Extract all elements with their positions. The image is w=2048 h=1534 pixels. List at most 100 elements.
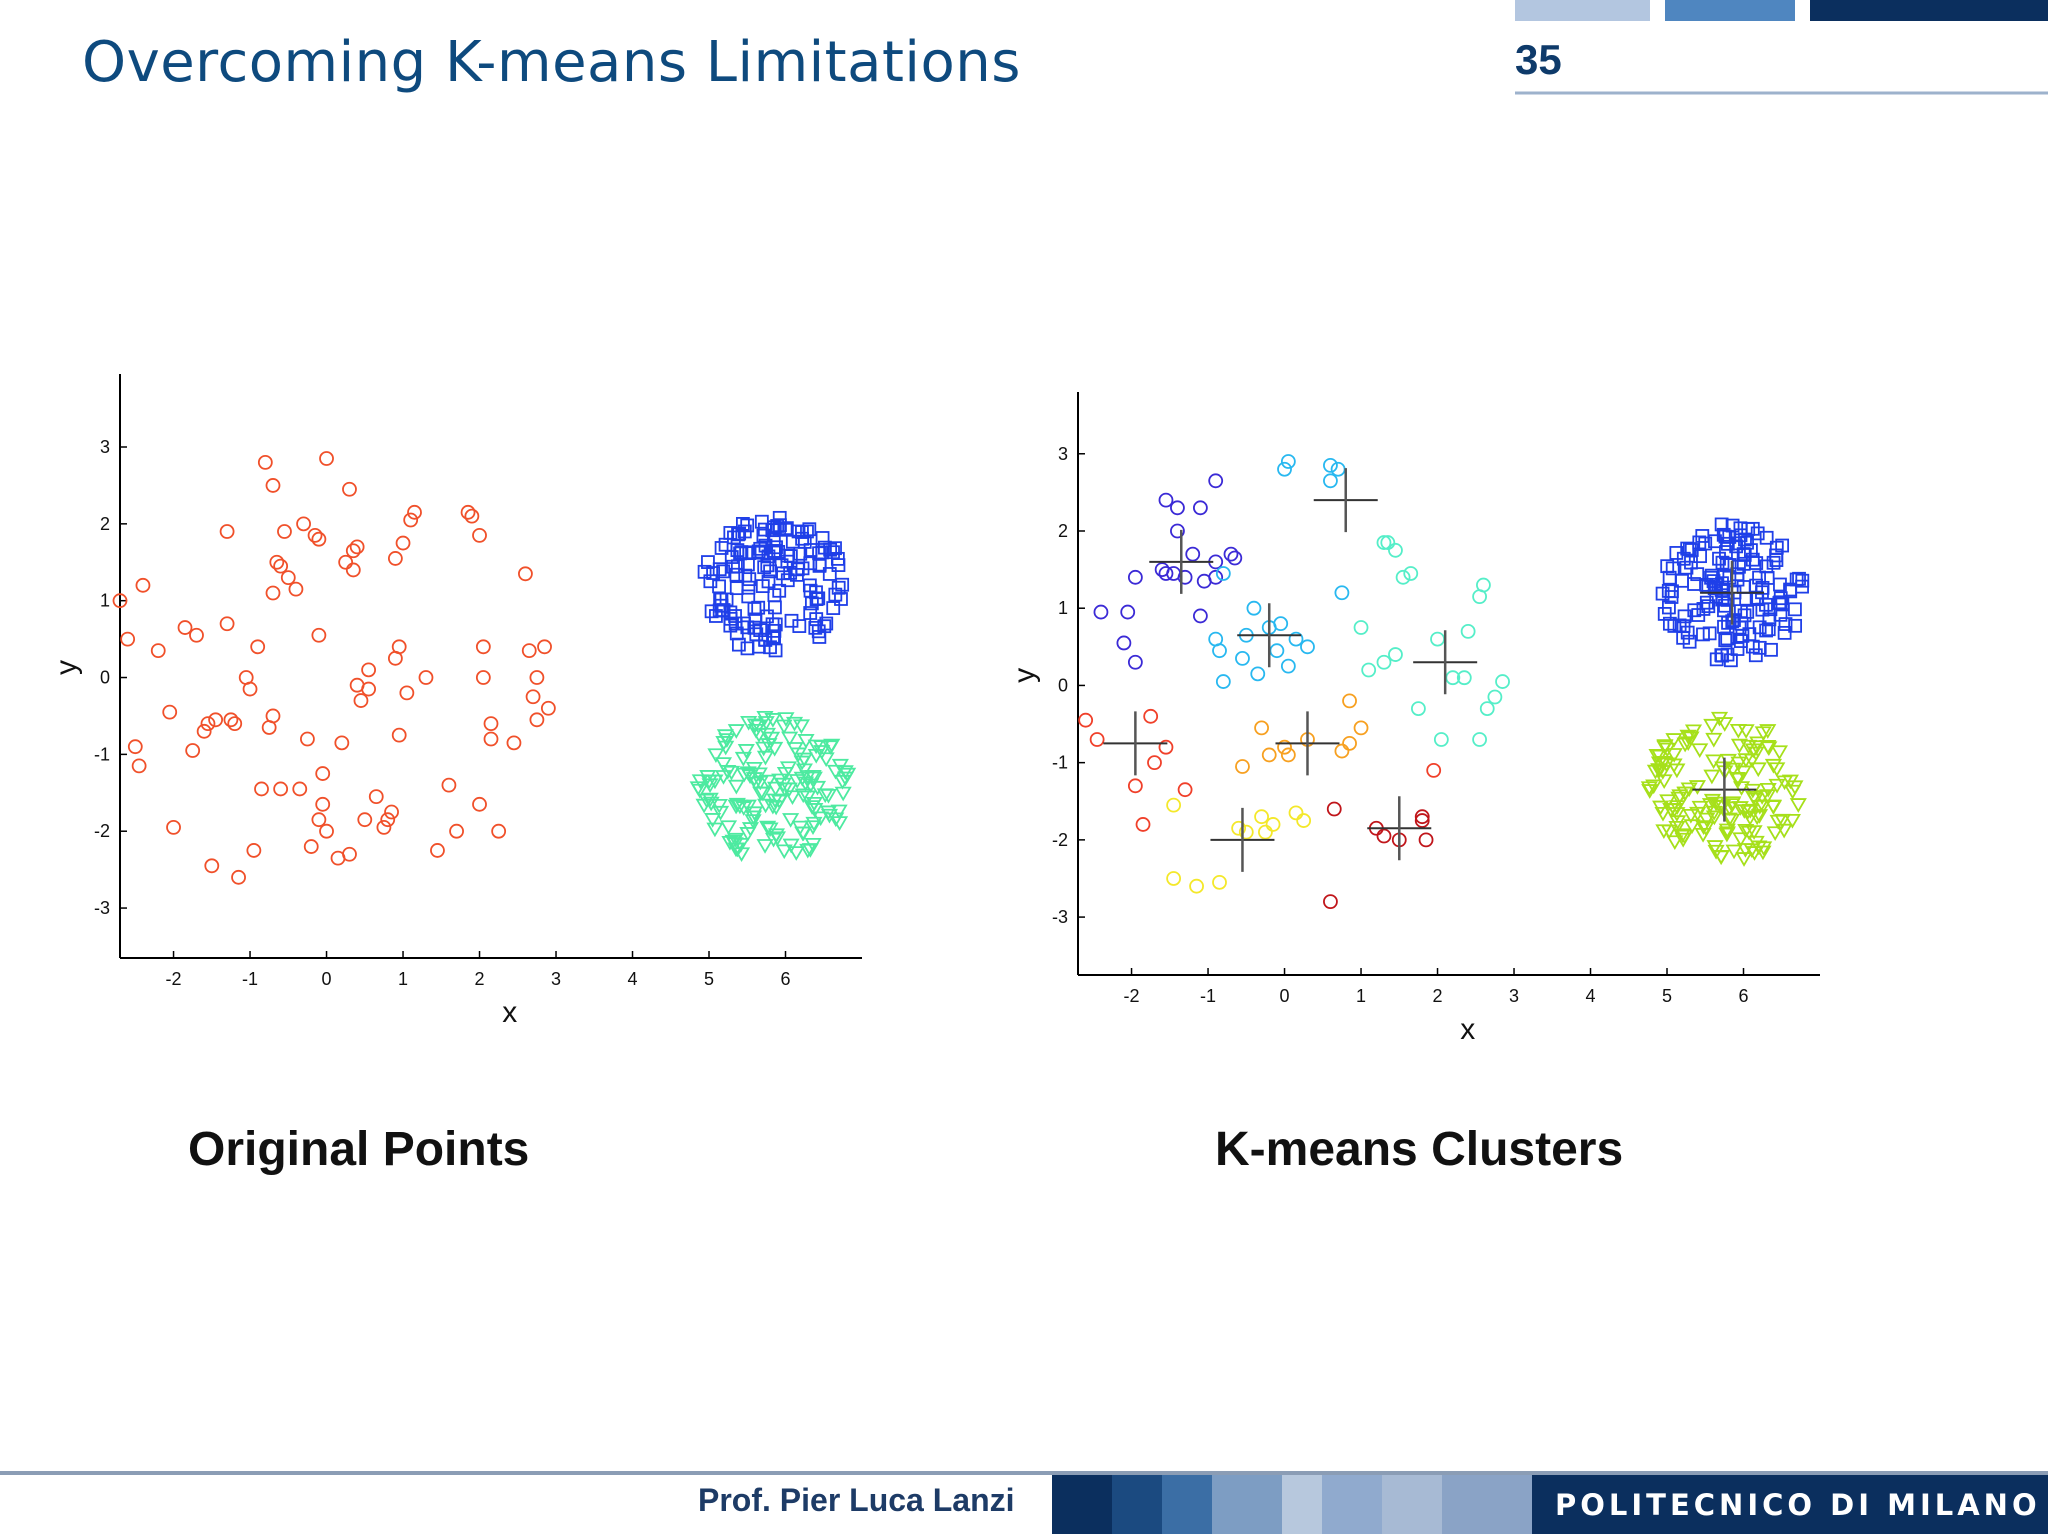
- data-point: [802, 778, 820, 794]
- data-point: [250, 639, 266, 655]
- data-point: [1135, 817, 1151, 832]
- data-point: [1759, 724, 1777, 739]
- data-point: [1746, 792, 1764, 808]
- data-point: [265, 585, 281, 601]
- data-point: [269, 554, 285, 570]
- data-point: [691, 774, 709, 790]
- data-point: [1760, 571, 1775, 585]
- data-point: [731, 527, 745, 542]
- data-point: [780, 548, 795, 563]
- data-point: [1116, 635, 1132, 651]
- data-point: [758, 727, 776, 743]
- data-point: [733, 847, 751, 863]
- y-tick-label: -1: [1052, 753, 1068, 773]
- x-tick-label: 3: [551, 969, 561, 989]
- data-point: [1733, 521, 1748, 536]
- data-point: [757, 798, 775, 814]
- x-tick-label: 1: [398, 969, 408, 989]
- data-point: [1414, 809, 1430, 825]
- data-point: [1665, 561, 1680, 576]
- data-point: [1250, 666, 1266, 682]
- data-point: [1751, 799, 1769, 815]
- data-point: [805, 796, 823, 812]
- data-point: [1296, 813, 1312, 828]
- data-point: [1690, 567, 1705, 582]
- data-point: [449, 823, 464, 839]
- x-tick-label: 5: [1662, 986, 1672, 1006]
- data-point: [1650, 756, 1669, 772]
- centroids: [1103, 468, 1765, 872]
- data-point: [819, 805, 838, 821]
- data-point: [774, 777, 792, 793]
- data-point: [1261, 747, 1277, 763]
- x-tick-label: 6: [1738, 986, 1748, 1006]
- data-point: [756, 528, 771, 543]
- data-point: [311, 627, 327, 643]
- data-point: [1702, 626, 1717, 641]
- data-point: [319, 451, 334, 466]
- data-point: [1770, 745, 1789, 761]
- data-point: [1734, 765, 1752, 781]
- data-point: [1735, 852, 1753, 867]
- data-point: [1723, 813, 1741, 829]
- data-point: [826, 545, 840, 560]
- data-point: [817, 752, 835, 768]
- data-point: [1712, 850, 1730, 865]
- data-point: [334, 735, 350, 751]
- data-point: [162, 704, 178, 720]
- x-tick-label: 6: [780, 969, 790, 989]
- data-point: [1353, 620, 1369, 635]
- data-point: [177, 620, 193, 635]
- data-point: [1472, 732, 1487, 747]
- data-point: [747, 776, 765, 792]
- data-point: [729, 626, 744, 641]
- data-point: [403, 512, 419, 528]
- data-point: [718, 733, 736, 748]
- data-point: [1640, 781, 1658, 797]
- data-point: [815, 531, 830, 545]
- data-point: [1745, 552, 1760, 567]
- data-point: [817, 619, 832, 634]
- data-point: [540, 700, 556, 716]
- data-point: [739, 766, 757, 782]
- data-point: [1748, 648, 1763, 663]
- data-point: [1752, 570, 1766, 585]
- data-point: [1170, 523, 1185, 539]
- data-point: [361, 662, 377, 678]
- data-point: [1212, 643, 1227, 659]
- y-tick-label: 1: [1058, 598, 1068, 618]
- data-point: [1288, 805, 1304, 821]
- data-point: [1764, 799, 1782, 815]
- data-point: [1730, 756, 1748, 772]
- data-point: [795, 763, 813, 779]
- data-point: [812, 630, 827, 644]
- data-point: [1740, 535, 1754, 550]
- data-point: [1759, 530, 1774, 545]
- data-point: [727, 779, 745, 795]
- data-point: [714, 757, 733, 772]
- data-point: [1668, 763, 1686, 779]
- data-point: [1749, 556, 1764, 570]
- data-point: [719, 820, 738, 836]
- data-point: [1269, 643, 1285, 659]
- data-point: [783, 790, 802, 806]
- data-point: [750, 767, 768, 783]
- y-axis-label: y: [50, 660, 83, 675]
- data-point: [806, 803, 824, 818]
- data-point: [1433, 732, 1449, 747]
- data-point: [315, 796, 331, 812]
- data-point: [739, 827, 757, 842]
- series-5: [1078, 708, 1442, 832]
- data-point: [300, 731, 315, 747]
- data-point: [1479, 701, 1495, 716]
- data-point: [395, 535, 411, 551]
- data-point: [785, 716, 804, 732]
- axes: -2 -1 0 1 2 3 4 5 6 -3 -2 -1 0 1 2 3 x y: [1008, 392, 1820, 1046]
- data-point: [785, 534, 800, 549]
- data-point: [345, 562, 361, 578]
- series-1: [1208, 454, 1350, 689]
- data-point: [1699, 595, 1714, 610]
- data-point: [387, 551, 403, 566]
- series-7: [1655, 517, 1810, 668]
- data-point: [771, 794, 789, 810]
